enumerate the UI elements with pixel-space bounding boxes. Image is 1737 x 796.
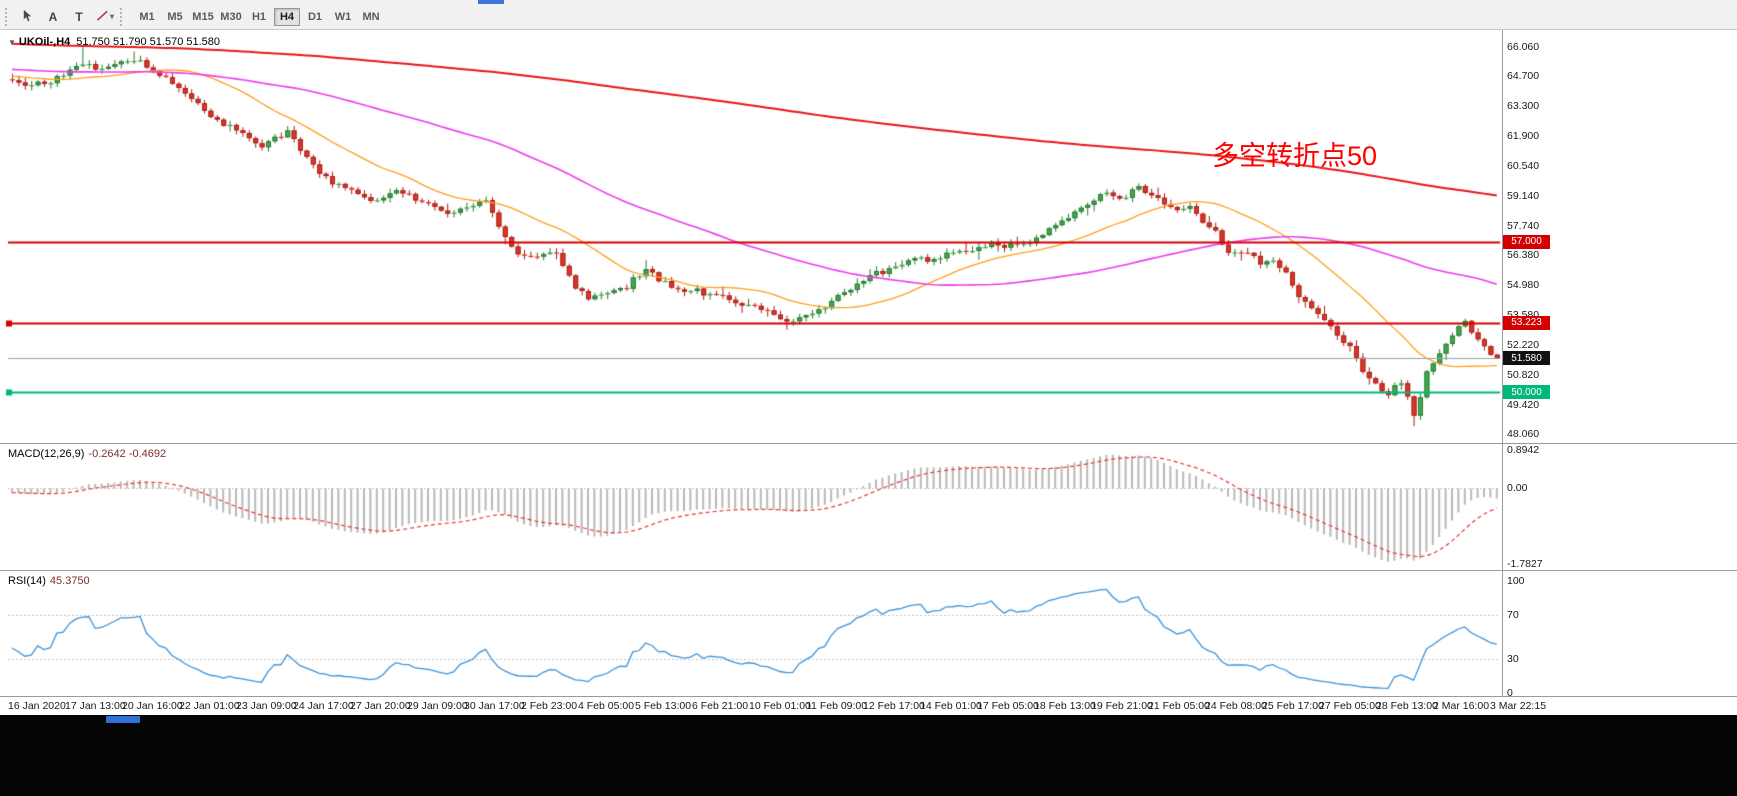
rsi-canvas[interactable] [0, 571, 1737, 696]
time-axis-label: 4 Feb 05:00 [578, 700, 635, 712]
time-axis-label: 29 Jan 09:00 [407, 700, 468, 712]
symbol-dropdown-icon[interactable]: ▼ [8, 38, 16, 47]
macd-indicator-values: -0.2642 -0.4692 [88, 448, 167, 460]
time-axis-label: 10 Feb 01:00 [749, 700, 811, 712]
price-axis-label: 52.220 [1507, 338, 1540, 351]
timeframe-m5-button[interactable]: M5 [167, 10, 183, 23]
timeframe-m30-button[interactable]: M30 [220, 10, 242, 23]
price-axis-label: 50.820 [1507, 368, 1540, 381]
price-axis-label: 66.060 [1507, 41, 1540, 53]
price-axis-label: 54.980 [1507, 279, 1540, 292]
rsi-axis-label: 70 [1507, 608, 1519, 621]
text-label-tool-button[interactable]: A [48, 9, 58, 24]
symbol-timeframe: UKOil-,H4 [18, 36, 71, 48]
price-axis-label: 48.060 [1507, 428, 1540, 440]
time-axis-label: 11 Feb 09:00 [806, 700, 868, 712]
cursor-tool-button[interactable] [15, 7, 39, 27]
taskbar-item[interactable] [106, 716, 140, 723]
time-axis-label: 21 Feb 05:00 [1148, 700, 1210, 712]
time-axis-label: 22 Jan 01:00 [179, 700, 240, 712]
toolbar-grip[interactable] [5, 7, 9, 26]
macd-indicator-name: MACD(12,26,9) [8, 448, 85, 460]
time-axis-label: 27 Feb 05:00 [1319, 700, 1381, 712]
menu-highlight [478, 0, 504, 4]
time-axis-label: 2 Feb 23:00 [521, 700, 578, 712]
price-axis-label: 64.700 [1507, 70, 1540, 83]
rsi-axis-label: 100 [1507, 575, 1525, 587]
current-price-badge: 51.580 [1503, 351, 1550, 366]
trendline-tool-button[interactable]: ▾ [93, 7, 117, 27]
time-axis-label: 14 Feb 01:00 [920, 700, 982, 712]
time-axis-label: 5 Feb 13:00 [635, 700, 692, 712]
time-axis-label: 19 Feb 21:00 [1091, 700, 1153, 712]
time-axis-label: 24 Feb 08:00 [1205, 700, 1267, 712]
taskbar-strip [0, 715, 1737, 796]
time-axis-label: 2 Mar 16:00 [1433, 700, 1490, 712]
time-axis-label: 16 Jan 2020 [8, 700, 66, 712]
menu-bar-sliver [0, 0, 1737, 4]
timeframe-h1-button[interactable]: H1 [251, 10, 267, 23]
price-axis-label: 61.900 [1507, 130, 1540, 143]
text-tool-button[interactable]: T [75, 9, 83, 24]
time-axis-label: 28 Feb 13:00 [1376, 700, 1438, 712]
time-axis-label: 25 Feb 17:00 [1262, 700, 1324, 712]
macd-canvas[interactable] [0, 444, 1737, 570]
price-level-badge: 57.000 [1503, 234, 1550, 249]
cursor-icon [21, 9, 34, 25]
time-axis-label: 24 Jan 17:00 [293, 700, 354, 712]
price-chart-canvas[interactable] [0, 30, 1737, 443]
rsi-indicator-name: RSI(14) [8, 575, 46, 587]
time-axis-label: 18 Feb 13:00 [1034, 700, 1096, 712]
timeframe-mn-button[interactable]: MN [362, 10, 380, 23]
timeframe-d1-button[interactable]: D1 [307, 10, 323, 23]
price-axis-label: 59.140 [1507, 189, 1540, 202]
time-axis[interactable]: 16 Jan 2020 17 Jan 13:00 20 Jan 16:00 22 Ja… [0, 696, 1737, 715]
ohlc-values: 51.750 51.790 51.570 51.580 [76, 36, 221, 48]
time-axis-label: 17 Feb 05:00 [977, 700, 1039, 712]
rsi-indicator-value: 45.3750 [49, 575, 90, 587]
timeframe-m15-button[interactable]: M15 [192, 10, 214, 23]
macd-label: MACD(12,26,9) -0.2642 -0.4692 [8, 448, 166, 460]
price-axis-label: 56.380 [1507, 249, 1540, 262]
time-axis-label: 20 Jan 16:00 [122, 700, 183, 712]
rsi-label: RSI(14) 45.3750 [8, 575, 90, 587]
chevron-down-icon: ▾ [109, 12, 114, 21]
timeframe-w1-button[interactable]: W1 [334, 10, 352, 23]
price-axis-label: 49.420 [1507, 398, 1540, 411]
macd-panel: MACD(12,26,9) -0.2642 -0.4692 0.8942 0.00 -… [0, 443, 1737, 570]
price-level-badge: 50.000 [1503, 385, 1550, 400]
rsi-axis-label: 30 [1507, 653, 1519, 666]
time-axis-label: 30 Jan 17:00 [464, 700, 525, 712]
macd-axis-label: -1.7827 [1507, 558, 1543, 570]
price-axis-label: 57.740 [1507, 219, 1540, 232]
price-level-badge: 53.223 [1503, 315, 1550, 330]
timeframe-h4-button[interactable]: H4 [274, 7, 300, 26]
toolbar: A T ▾ M1 M5 M15 M30 H1 H4 D1 W1 MN [0, 4, 1737, 30]
chart-annotation-text: 多空转折点50 [1212, 141, 1378, 171]
time-axis-label: 23 Jan 09:00 [236, 700, 297, 712]
price-axis-label: 60.540 [1507, 159, 1540, 172]
price-axis-label: 63.300 [1507, 100, 1540, 113]
time-axis-label: 27 Jan 20:00 [350, 700, 411, 712]
time-axis-label: 12 Feb 17:00 [863, 700, 925, 712]
macd-axis-label: 0.8942 [1507, 444, 1540, 456]
macd-axis-label: 0.00 [1507, 482, 1528, 495]
time-axis-label: 3 Mar 22:15 [1490, 700, 1547, 712]
timeframe-group: M1 M5 M15 M30 H1 H4 D1 W1 MN [133, 7, 385, 26]
time-axis-label: 6 Feb 21:00 [692, 700, 749, 712]
rsi-axis-label: 0 [1507, 687, 1513, 699]
timeframe-m1-button[interactable]: M1 [139, 10, 155, 23]
toolbar-grip-2[interactable] [120, 7, 124, 26]
trendline-icon [96, 9, 109, 25]
chart-title: ▼ UKOil-,H4 51.750 51.790 51.570 51.580 [8, 36, 220, 48]
main-chart-panel: ▼ UKOil-,H4 51.750 51.790 51.570 51.580 多空… [0, 30, 1737, 443]
price-scale-divider [1502, 30, 1503, 696]
time-axis-label: 17 Jan 13:00 [65, 700, 126, 712]
rsi-panel: RSI(14) 45.3750 100 70 30 0 [0, 570, 1737, 699]
